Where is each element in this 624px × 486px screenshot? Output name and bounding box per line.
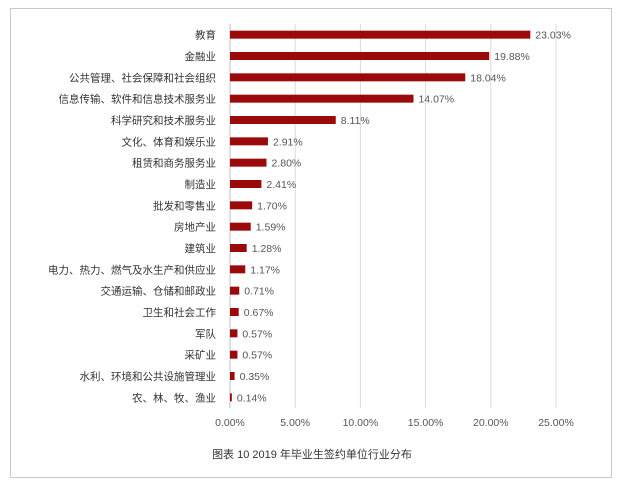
chart-caption: 图表 10 2019 年毕业生签约单位行业分布 <box>212 449 412 461</box>
bar <box>230 180 262 188</box>
value-label: 2.41% <box>266 179 296 191</box>
bar <box>230 222 251 231</box>
bar <box>230 116 336 124</box>
value-label: 1.28% <box>252 243 282 255</box>
value-label: 0.71% <box>244 286 274 298</box>
value-label: 18.04% <box>470 72 506 84</box>
bar <box>230 94 414 103</box>
value-label: 8.11% <box>341 115 370 127</box>
value-label: 1.70% <box>257 200 287 212</box>
value-label: 0.67% <box>244 307 274 319</box>
bar <box>230 350 238 359</box>
category-label: 农、林、牧、渔业 <box>132 391 216 404</box>
category-label: 租赁和商务服务业 <box>132 157 216 170</box>
bar <box>230 244 247 252</box>
category-label: 教育 <box>195 29 216 42</box>
bar <box>230 137 268 146</box>
bar <box>230 329 238 338</box>
bar <box>230 73 466 82</box>
bar <box>230 308 239 316</box>
x-tick-label: 25.00% <box>538 417 574 429</box>
value-label: 0.14% <box>237 392 267 404</box>
category-label: 科学研究和技术服务业 <box>111 114 216 127</box>
value-label: 0.57% <box>242 350 272 362</box>
category-label: 卫生和社会工作 <box>143 306 217 319</box>
bar <box>230 393 232 402</box>
bar <box>230 158 267 167</box>
value-label: 1.59% <box>256 222 286 234</box>
x-tick-label: 10.00% <box>343 417 379 429</box>
value-label: 1.17% <box>250 264 280 276</box>
x-tick-label: 20.00% <box>473 417 509 429</box>
bar <box>230 265 246 274</box>
category-label: 制造业 <box>185 178 217 191</box>
category-label: 电力、热力、燃气及水生产和供应业 <box>48 263 216 276</box>
category-label: 批发和零售业 <box>153 199 216 212</box>
value-label: 0.35% <box>240 371 270 383</box>
category-label: 房地产业 <box>174 221 216 234</box>
category-label: 文化、体育和娱乐业 <box>122 135 217 148</box>
value-label: 2.80% <box>272 158 302 170</box>
category-label: 军队 <box>195 327 216 340</box>
value-label: 2.91% <box>273 136 303 148</box>
value-label: 19.88% <box>494 51 530 63</box>
chart-frame <box>10 8 612 478</box>
category-label: 金融业 <box>185 50 217 63</box>
bar <box>230 30 531 39</box>
bar <box>230 52 490 60</box>
category-label: 公共管理、社会保障和社会组织 <box>69 71 216 84</box>
bar <box>230 286 240 295</box>
value-label: 0.57% <box>242 328 272 340</box>
category-label: 建筑业 <box>185 242 217 255</box>
bar <box>230 201 253 210</box>
category-label: 水利、环境和公共设施管理业 <box>80 370 217 383</box>
value-label: 14.07% <box>418 94 454 106</box>
x-tick-label: 5.00% <box>280 417 310 429</box>
x-tick-label: 0.00% <box>215 417 245 429</box>
category-label: 采矿业 <box>185 349 217 362</box>
bar <box>230 372 235 380</box>
x-tick-label: 15.00% <box>408 417 444 429</box>
category-label: 信息传输、软件和信息技术服务业 <box>59 93 217 106</box>
value-label: 23.03% <box>535 30 571 42</box>
category-label: 交通运输、仓储和邮政业 <box>101 285 217 298</box>
